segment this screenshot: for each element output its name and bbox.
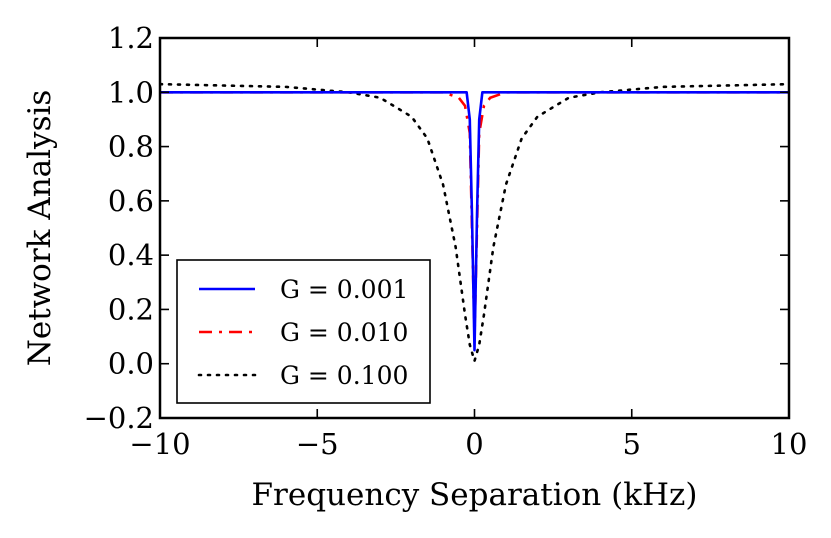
series-line-2 xyxy=(160,82,789,363)
series-line-0 xyxy=(160,90,789,352)
legend: G = 0.001 G = 0.010 G = 0.100 xyxy=(176,259,431,404)
ticks-layer: −10 −5 0 5 10 −0.2 0.0 0.2 0.4 0.6 0.8 1.0 1.2 xyxy=(84,21,808,461)
x-tick-label: −10 xyxy=(129,427,190,461)
y-tick-label: 0.4 xyxy=(108,238,154,272)
y-tick-label: 0.0 xyxy=(108,347,154,381)
x-tick-label: 5 xyxy=(623,427,641,461)
y-tick-label: 1.2 xyxy=(108,21,154,55)
x-tick-label: 10 xyxy=(771,427,808,461)
y-tick-label: 1.0 xyxy=(108,75,154,109)
y-tick-label: 0.8 xyxy=(108,130,154,164)
y-tick-label: 0.6 xyxy=(108,184,154,218)
x-axis-label: Frequency Separation (kHz) xyxy=(252,477,698,513)
series-layer xyxy=(160,82,789,363)
y-axis-label: Network Analysis xyxy=(22,90,58,367)
y-tick-label: 0.2 xyxy=(108,292,154,326)
y-tick-label: −0.2 xyxy=(84,401,154,435)
legend-label-0: G = 0.001 xyxy=(280,275,408,304)
x-tick-label: 0 xyxy=(465,427,483,461)
legend-label-2: G = 0.100 xyxy=(280,361,408,390)
legend-label-1: G = 0.010 xyxy=(280,318,408,347)
x-tick-label: −5 xyxy=(296,427,339,461)
